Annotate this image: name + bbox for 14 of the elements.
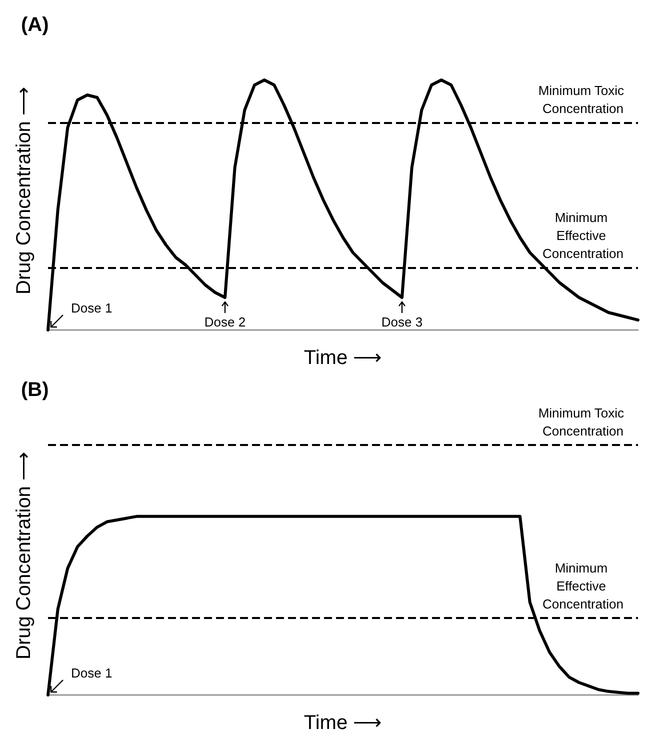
y-axis-title: Drug Concentration ⟶ xyxy=(13,86,35,294)
annotation: Dose 1 xyxy=(71,666,112,680)
ref-line-label: Minimum Toxic Concentration xyxy=(538,83,628,116)
ref-line-label: Minimum Toxic Concentration xyxy=(538,406,628,438)
ref-line-label: Minimum Effective Concentration xyxy=(542,210,624,261)
y-axis-title: Drug Concentration ⟶ xyxy=(13,452,35,660)
annotation: Dose 2 xyxy=(204,314,246,330)
annotation: Dose 3 xyxy=(381,314,423,330)
ref-line-label: Minimum Effective Concentration xyxy=(542,560,624,612)
x-axis-title: Time ⟶ xyxy=(304,347,382,369)
x-axis-title: Time ⟶ xyxy=(304,712,382,734)
chart-title: (B) xyxy=(21,379,49,401)
chart-title: (A) xyxy=(21,14,49,36)
annotation: Dose 1 xyxy=(71,300,112,316)
